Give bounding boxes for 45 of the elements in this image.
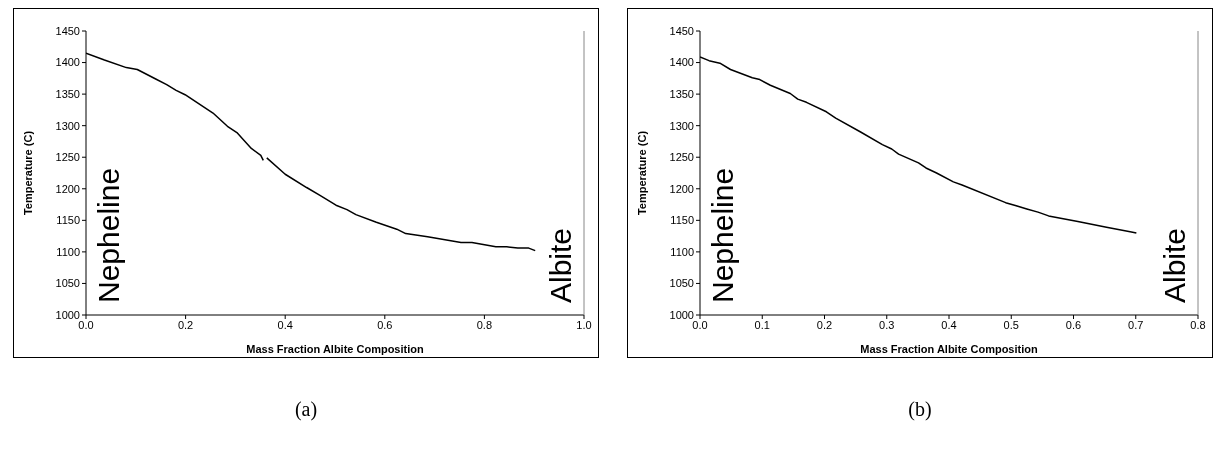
y-tick-label: 1150 [670, 214, 694, 227]
y-tick-label: 1400 [669, 56, 694, 69]
annotation: Albite [1158, 227, 1192, 303]
x-tick-label: 0.3 [879, 318, 895, 331]
x-tick-label: 0.7 [1128, 318, 1144, 331]
y-tick-label: 1250 [669, 151, 694, 164]
y-axis-title: Temperature (C) [21, 130, 34, 216]
x-tick-label: 1.0 [576, 318, 592, 331]
y-axis-title: Temperature (C) [635, 130, 648, 216]
x-tick-label: 0.4 [277, 318, 293, 331]
y-tick-label: 1000 [55, 308, 80, 321]
x-tick-label: 0.8 [1190, 318, 1206, 331]
y-tick-label: 1300 [669, 119, 694, 132]
y-tick-label: 1450 [669, 24, 694, 37]
y-tick-label: 1100 [56, 245, 80, 258]
x-tick-label: 0.1 [754, 318, 770, 331]
annotation: Nepheline [92, 167, 126, 303]
x-tick-label: 0.8 [476, 318, 493, 331]
y-tick-label: 1100 [670, 245, 694, 258]
y-tick-label: 1200 [669, 182, 694, 195]
x-tick-label: 0.2 [816, 318, 833, 331]
x-tick-label: 0.0 [78, 318, 94, 331]
y-tick-label: 1350 [55, 88, 80, 101]
x-axis-title: Mass Fraction Albite Composition [246, 343, 424, 355]
y-tick-label: 1000 [669, 308, 694, 321]
y-tick-label: 1050 [669, 277, 694, 290]
y-tick-label: 1450 [55, 24, 80, 37]
x-tick-label: 0.5 [1003, 318, 1019, 331]
y-tick-label: 1300 [55, 119, 80, 132]
x-tick-label: 0.2 [177, 318, 194, 331]
y-tick-label: 1400 [55, 56, 80, 69]
annotation: Nepheline [706, 167, 740, 303]
y-tick-label: 1250 [55, 151, 80, 164]
x-tick-label: 0.6 [1065, 318, 1082, 331]
x-axis-title: Mass Fraction Albite Composition [860, 343, 1038, 355]
y-tick-label: 1150 [56, 214, 80, 227]
y-tick-label: 1200 [55, 182, 80, 195]
y-tick-label: 1350 [669, 88, 694, 101]
x-tick-label: 0.4 [941, 318, 957, 331]
x-tick-label: 0.6 [377, 318, 393, 331]
y-tick-label: 1050 [55, 277, 80, 290]
annotation: Albite [544, 227, 578, 303]
x-tick-label: 0.0 [692, 318, 708, 331]
text: (a) [293, 398, 319, 421]
text: (b) [907, 398, 933, 421]
